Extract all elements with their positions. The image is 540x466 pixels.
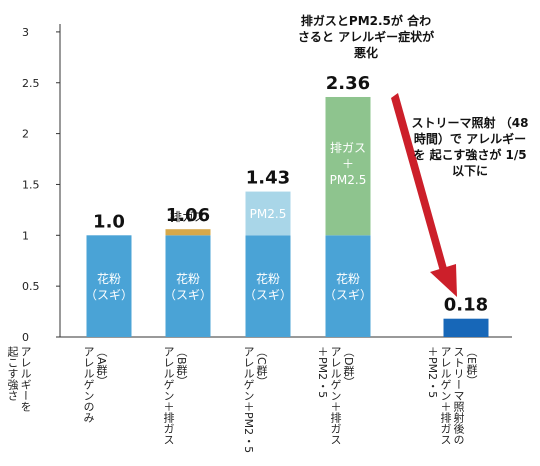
y-tick-label: 2.5 [22,77,40,90]
bar-label-combo: 排ガス＋ PM2.5 [330,141,367,187]
arrow-head [430,264,457,297]
bar-label-pm: PM2.5 [250,207,287,221]
y-tick-label: 1.5 [22,178,40,191]
y-tick-label: 3 [22,26,29,39]
y-axis-label: アレルギーを 起こす強さ [6,346,32,412]
bar-total-label: 1.43 [246,168,290,189]
category-label-e: （E群） ストリーマ照射後の アレルゲン＋排ガス ＋PM2・5 [426,346,478,445]
y-tick-label: 0.5 [22,280,40,293]
bar-label-exhaust: 排ガス [170,210,206,224]
bar-segment [325,235,371,337]
bar-segment [245,235,291,337]
annotation-right: ストリーマ照射 （48時間）で アレルギーを 起こす強さが 1/5以下に [411,116,529,178]
bar-label-pollen: 花粉（スギ） [164,271,212,302]
arrow-shaft [391,93,448,275]
bar-segment [86,235,132,337]
category-label-a: （A群） アレルゲンのみ [82,346,108,423]
bar-segment [245,191,291,236]
y-tick-label: 1 [22,229,29,242]
bar-segment [443,318,489,337]
bar-segment [325,96,371,236]
bar-total-label: 1.06 [166,205,210,226]
bar-segment [165,229,211,236]
bar-total-label: 2.36 [326,73,370,94]
bar-total-label: 0.18 [444,295,488,316]
bar-label-pollen: 花粉（スギ） [324,271,372,302]
category-label-d: （D群） アレルゲン＋排ガス ＋PM2・5 [316,346,355,445]
category-label-c: （C群） アレルゲン＋PM2・5 [242,346,268,454]
bar-segment [165,235,211,337]
y-tick-label: 0 [22,331,29,344]
bar-label-pollen: 花粉（スギ） [244,271,292,302]
bar-total-label: 1.0 [93,211,125,232]
annotation-top: 排ガスとPM2.5が 合わさると アレルギー症状が悪化 [297,14,435,60]
category-label-b: （B群） アレルゲン＋排ガス [162,346,188,445]
bar-label-pollen: 花粉（スギ） [85,271,133,302]
y-tick-label: 2 [22,128,29,141]
